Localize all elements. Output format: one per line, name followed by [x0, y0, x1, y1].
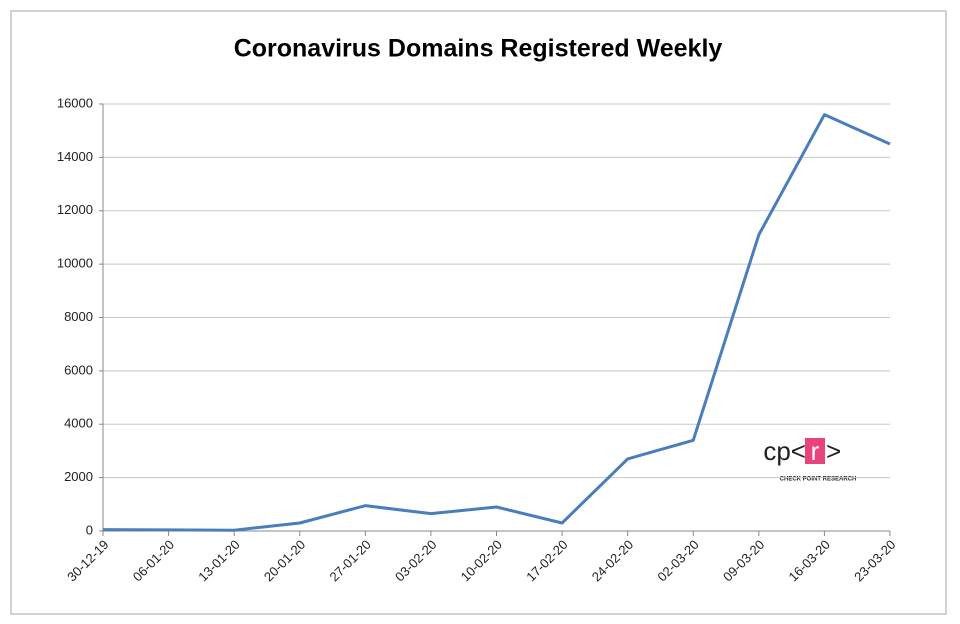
logo: cp< r > CHECK POINT RESEARCH: [763, 436, 856, 483]
y-tick-label: 10000: [57, 256, 93, 271]
logo-box: [805, 438, 825, 464]
y-tick-label: 12000: [57, 202, 93, 217]
y-tick-label: 14000: [57, 149, 93, 164]
chart-title: Coronavirus Domains Registered Weekly: [234, 35, 723, 63]
y-tick-label: 2000: [64, 469, 93, 484]
y-tick-label: 8000: [64, 309, 93, 324]
logo-suffix: >: [826, 436, 841, 466]
y-tick-label: 16000: [57, 95, 93, 110]
logo-highlight: r: [811, 436, 820, 466]
chart-frame: [10, 10, 947, 615]
y-tick-label: 4000: [64, 416, 93, 431]
data-line: [102, 113, 891, 532]
y-tick-label: 0: [86, 522, 93, 537]
y-tick-label: 6000: [64, 362, 93, 377]
logo-caption: CHECK POINT RESEARCH: [780, 477, 857, 483]
logo-prefix: cp<: [763, 436, 806, 466]
